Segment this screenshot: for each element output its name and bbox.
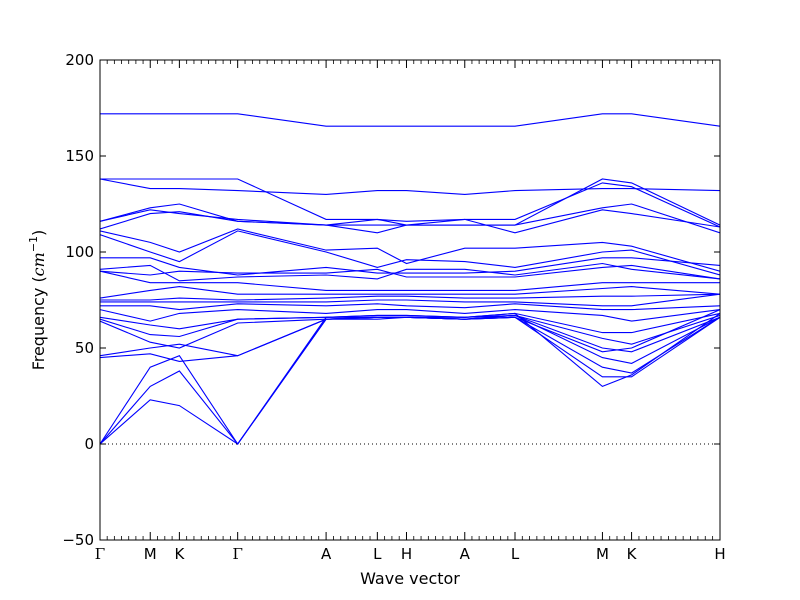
y-tick-label: 50	[75, 339, 94, 357]
y-tick-label: −50	[62, 531, 94, 549]
x-tick-label-A: A	[321, 545, 332, 563]
plot-frame	[99, 59, 721, 541]
x-tick-label-M: M	[596, 545, 609, 563]
y-axis-label: Frequency (cm−1)	[27, 230, 48, 371]
band-line-6	[100, 209, 720, 234]
band-line-24	[100, 312, 720, 445]
band-line-11	[100, 264, 720, 280]
band-line-17	[100, 309, 720, 322]
y-tick-label: 200	[65, 51, 94, 69]
y-axis-label-sup: −1	[27, 236, 40, 252]
y-tick-label: 0	[84, 435, 94, 453]
band-line-7	[100, 228, 720, 272]
band-line-22	[100, 316, 720, 374]
x-tick-label-A: A	[460, 545, 471, 563]
x-tick-label-L: L	[373, 545, 382, 563]
band-line-10	[100, 262, 720, 282]
band-line-12	[100, 270, 720, 291]
band-line-3	[100, 178, 720, 195]
band-lines	[100, 113, 720, 445]
y-tick-label: 150	[65, 147, 94, 165]
x-tick-label-Γ: Γ	[232, 545, 242, 563]
x-tick-label-Γ: Γ	[95, 545, 105, 563]
band-line-5	[100, 203, 720, 234]
band-line-13	[100, 286, 720, 299]
band-line-1	[100, 113, 720, 127]
band-line-15	[100, 293, 720, 307]
x-tick-label-M: M	[144, 545, 157, 563]
y-axis-label-suffix: )	[29, 230, 48, 236]
x-minor-ticks	[106, 60, 714, 540]
x-tick-label-L: L	[511, 545, 520, 563]
x-tick-label-K: K	[174, 545, 185, 563]
band-line-4	[100, 182, 720, 228]
y-axis-label-unit: cm	[29, 252, 48, 276]
band-line-25	[100, 309, 720, 445]
x-tick-label-H: H	[714, 545, 725, 563]
band-line-16	[100, 303, 720, 311]
band-line-8	[100, 230, 720, 276]
y-tick-label: 100	[65, 243, 94, 261]
y-axis-label-prefix: Frequency (	[29, 276, 48, 370]
x-tick-label-H: H	[401, 545, 412, 563]
x-axis-label: Wave vector	[360, 569, 460, 588]
x-tick-label-K: K	[627, 545, 638, 563]
band-line-14	[100, 293, 720, 301]
